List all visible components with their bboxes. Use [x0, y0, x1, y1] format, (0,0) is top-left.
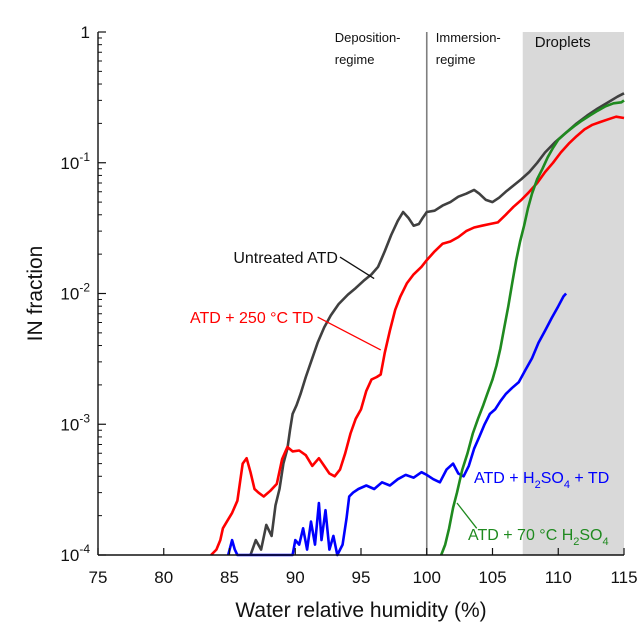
y-tick-label: 10-1: [60, 150, 90, 173]
deposition-regime-label-line1: Deposition-: [335, 30, 401, 45]
y-ticks: 110-110-210-310-4: [60, 23, 106, 565]
immersion-regime-label-line1: Immersion-: [436, 30, 501, 45]
atd-250c-td-leader-line: [317, 316, 382, 351]
y-tick-base: 10: [60, 546, 79, 565]
y-axis-title: IN fraction: [24, 246, 47, 342]
atd-h2so4-td-label: ATD + H2SO4 + TD: [474, 470, 609, 491]
atd-h2so4-td-sub2: 4: [564, 479, 570, 491]
y-tick-label: 10-3: [60, 411, 90, 434]
y-tick-exponent: -3: [79, 411, 90, 425]
atd-70c-h2so4-sub1: 2: [573, 536, 579, 548]
x-tick-label: 75: [89, 568, 108, 587]
y-tick-label: 10-4: [60, 542, 90, 565]
deposition-regime-label-line2: regime: [335, 52, 375, 67]
y-tick-label: 1: [81, 23, 90, 42]
untreated-atd-label: Untreated ATD: [233, 250, 338, 267]
x-tick-label: 110: [545, 568, 572, 587]
atd-h2so4-td-part-a: ATD + H: [474, 470, 535, 487]
atd-70c-h2so4-part-a: ATD + 70 °C H: [468, 527, 573, 544]
x-tick-label: 105: [478, 568, 506, 587]
y-tick-base: 10: [60, 285, 79, 304]
untreated-atd-leader-line: [339, 256, 375, 280]
annotations: Untreated ATD ATD + 250 °C TD ATD + H2SO…: [190, 250, 609, 548]
x-axis-title: Water relative humidity (%): [235, 599, 486, 622]
x-tick-label: 115: [610, 568, 637, 587]
y-tick-exponent: -4: [79, 542, 90, 556]
atd-70c-h2so4-leader-line: [456, 502, 478, 529]
x-tick-label: 90: [286, 568, 305, 587]
x-tick-label: 100: [413, 568, 441, 587]
x-ticks: 75 80 85 90 95 100 105 110 115: [89, 548, 638, 587]
x-tick-label: 85: [220, 568, 239, 587]
y-tick-base: 1: [81, 23, 90, 42]
series-layer: [210, 92, 625, 557]
y-tick-exponent: -2: [79, 281, 90, 295]
y-tick-exponent: -1: [79, 150, 90, 164]
atd-70c-h2so4-part-b: SO: [579, 527, 602, 544]
series-line-atd-70-c-h2so4: [439, 99, 625, 556]
immersion-regime-label-line2: regime: [436, 52, 476, 67]
atd-h2so4-td-sub1: 2: [535, 479, 541, 491]
x-tick-label: 80: [154, 568, 173, 587]
atd-250c-td-label: ATD + 250 °C TD: [190, 310, 314, 327]
droplets-label: Droplets: [535, 34, 591, 51]
atd-70c-h2so4-sub2: 4: [603, 536, 609, 548]
x-tick-label: 95: [352, 568, 371, 587]
axes: 75 80 85 90 95 100 105 110 115 110-110-210-310-4…: [24, 23, 638, 622]
y-tick-base: 10: [60, 415, 79, 434]
series-line-atd-h2so4-td: [226, 292, 568, 557]
atd-h2so4-td-part-c: + TD: [570, 470, 609, 487]
atd-h2so4-td-part-b: SO: [541, 470, 564, 487]
y-tick-label: 10-2: [60, 281, 90, 304]
atd-70c-h2so4-label: ATD + 70 °C H2SO4: [468, 527, 609, 548]
series-line-untreated-atd: [249, 92, 625, 556]
y-tick-base: 10: [60, 154, 79, 173]
